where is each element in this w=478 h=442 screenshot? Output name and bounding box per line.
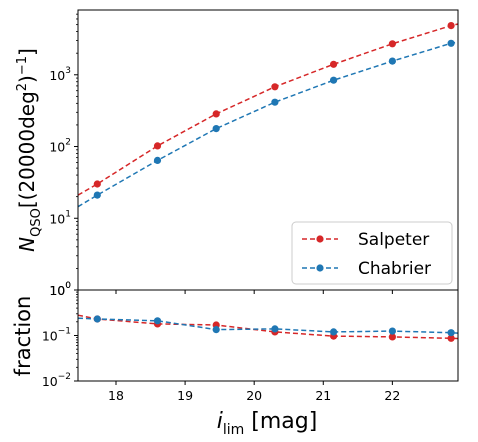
bottom-axes-frame <box>77 289 459 382</box>
top-ylabel: NQSO[(20000deg2)−1] <box>15 48 44 252</box>
bottom-ytick-label: 10−2 <box>42 372 71 389</box>
legend-chabrier-marker <box>316 264 324 272</box>
ytick-exp: 3 <box>65 66 71 76</box>
top-chabrier-point <box>212 125 220 133</box>
top-salpeter-point <box>93 180 101 188</box>
ylabel-main: N <box>15 237 39 252</box>
bottom-chabrier-point <box>447 329 455 337</box>
bottom-chabrier-point <box>388 327 396 335</box>
legend-chabrier-label: Chabrier <box>358 259 431 279</box>
top-salpeter-point <box>153 142 162 150</box>
top-chabrier-point <box>330 76 338 84</box>
top-salpeter-point <box>212 110 220 118</box>
bottom-xtick-label: 22 <box>384 388 400 403</box>
ylabel-unit: [(20000deg <box>15 91 39 208</box>
xlabel-sub: lim <box>223 422 244 438</box>
ytick-base: 10 <box>42 329 58 344</box>
ylabel-unit-end: ) <box>15 75 39 83</box>
ytick-base: 10 <box>42 374 58 389</box>
top-salpeter-point <box>271 83 279 91</box>
top-chabrier-point <box>153 156 162 164</box>
legend: Salpeter Chabrier <box>291 221 453 285</box>
top-chabrier-point <box>93 191 101 199</box>
bottom-series-chabrier-line <box>77 317 459 334</box>
top-series-salpeter-line <box>77 23 459 196</box>
top-chabrier-point <box>388 57 396 65</box>
ylabel-unit-close: ] <box>15 48 39 56</box>
bottom-salpeter-point <box>388 333 396 341</box>
bottom-salpeter-point <box>447 334 455 342</box>
bottom-xtick-label: 21 <box>315 388 331 403</box>
ylabel-unit-sup: 2 <box>15 83 30 91</box>
ytick-base: 10 <box>49 283 65 298</box>
xlabel: ilim [mag] <box>217 409 318 438</box>
ylabel-sub: QSO <box>29 208 44 237</box>
legend-salpeter-label: Salpeter <box>358 230 429 250</box>
top-ytick-label: 103 <box>49 66 71 83</box>
ytick-base: 10 <box>49 68 65 83</box>
top-salpeter-point <box>330 60 338 68</box>
bottom-xtick-label: 18 <box>108 388 124 403</box>
top-salpeter-point <box>447 22 455 30</box>
top-ytick-label: 102 <box>49 138 71 155</box>
bottom-chabrier-point <box>153 317 162 325</box>
ytick-base: 10 <box>49 140 65 155</box>
bottom-ylabel: fraction <box>11 296 35 377</box>
bottom-xtick-label: 20 <box>246 388 262 403</box>
top-salpeter-point <box>388 40 396 48</box>
top-ytick-label: 101 <box>49 209 71 226</box>
bottom-ytick-label: 100 <box>49 281 71 298</box>
ytick-exp: −2 <box>58 372 71 382</box>
ytick-base: 10 <box>49 211 65 226</box>
bottom-chabrier-point <box>271 325 279 333</box>
ytick-base: 10 <box>49 283 65 298</box>
ytick-exp: −1 <box>58 327 71 337</box>
ytick-exp: 1 <box>65 209 71 219</box>
top-series-chabrier-line <box>77 41 459 208</box>
bottom-ytick-label: 10−1 <box>42 327 71 344</box>
ytick-exp: 0 <box>65 281 71 291</box>
legend-salpeter-marker <box>316 235 324 243</box>
top-ytick-label: 100 <box>49 281 71 298</box>
xlabel-unit: [mag] <box>244 409 317 434</box>
top-chabrier-point <box>447 39 455 47</box>
xlabel-main: i <box>217 409 223 434</box>
ylabel-unit-sup2: −1 <box>15 56 30 75</box>
bottom-chabrier-point <box>212 326 220 334</box>
bottom-series-salpeter-line <box>77 314 459 340</box>
bottom-chabrier-point <box>93 315 101 323</box>
ytick-exp: 0 <box>65 281 71 291</box>
bottom-xtick-label: 19 <box>177 388 193 403</box>
ytick-exp: 2 <box>65 138 71 148</box>
top-chabrier-point <box>271 98 279 106</box>
bottom-chabrier-point <box>330 328 338 336</box>
legend-frame <box>291 221 453 285</box>
